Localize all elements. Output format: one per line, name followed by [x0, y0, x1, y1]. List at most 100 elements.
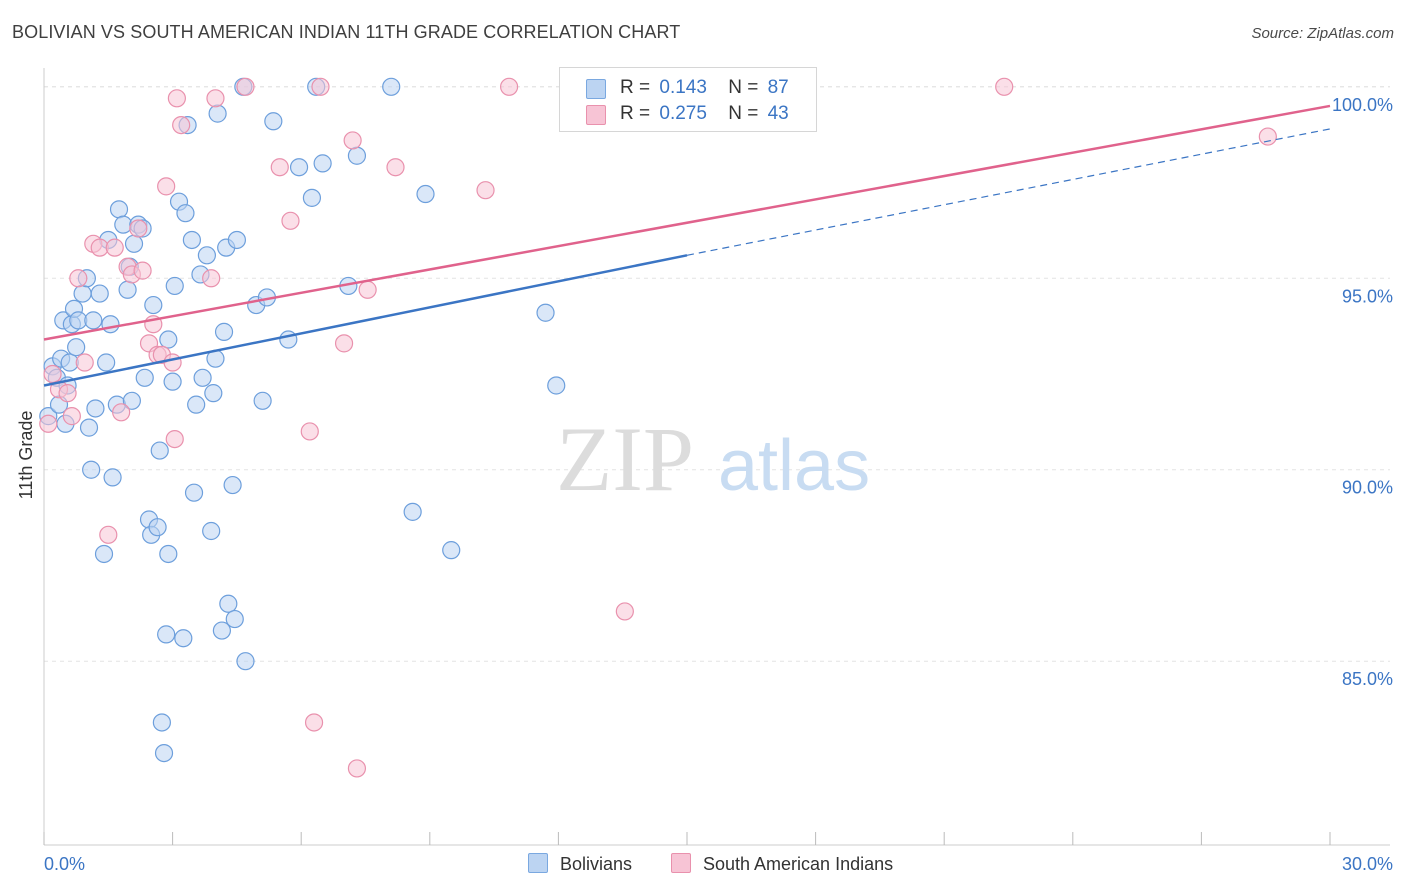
point-bolivians	[236, 652, 255, 671]
point-south-american-indians	[163, 353, 182, 372]
point-bolivians	[442, 541, 461, 560]
legend-swatch-bolivians	[586, 79, 606, 99]
point-bolivians	[347, 146, 367, 165]
point-bolivians	[124, 234, 144, 253]
point-bolivians	[313, 154, 332, 173]
point-bolivians	[219, 594, 238, 613]
legend-n-bolivians: 87	[767, 77, 789, 98]
legend-n-label: N =	[728, 103, 759, 124]
trend-line-south-american-indians	[43, 104, 1331, 341]
grid	[44, 86, 1390, 662]
x-tick-label-max: 30.0%	[1342, 854, 1393, 874]
trend-line-bolivians-extrapolated	[686, 128, 1331, 256]
point-south-american-indians	[236, 77, 255, 96]
point-bolivians	[157, 625, 176, 644]
point-bolivians	[159, 330, 178, 349]
watermark: ZIP atlas	[556, 408, 870, 510]
point-south-american-indians	[58, 384, 77, 403]
point-south-american-indians	[69, 269, 88, 288]
point-south-american-indians	[157, 177, 176, 196]
point-bolivians	[103, 468, 122, 487]
point-bolivians	[176, 204, 195, 223]
point-south-american-indians	[615, 602, 634, 621]
point-south-american-indians	[105, 238, 124, 257]
point-bolivians	[416, 184, 435, 204]
point-bolivians	[214, 322, 234, 341]
point-bolivians	[382, 77, 401, 96]
point-south-american-indians	[1258, 127, 1277, 146]
point-bolivians	[159, 544, 178, 564]
point-bolivians	[154, 743, 174, 763]
point-bolivians	[403, 502, 422, 521]
point-bolivians	[67, 338, 86, 357]
legend-n-south-american-indians: 43	[767, 103, 789, 124]
point-bolivians	[197, 246, 216, 265]
point-bolivians	[182, 230, 201, 250]
point-bolivians	[94, 544, 114, 564]
point-bolivians	[227, 230, 246, 250]
point-bolivians	[135, 368, 154, 387]
point-south-american-indians	[358, 280, 377, 299]
point-south-american-indians	[311, 77, 330, 96]
point-south-american-indians	[476, 181, 495, 200]
point-bolivians	[122, 391, 141, 410]
legend-r-label: R =	[620, 103, 651, 124]
point-south-american-indians	[386, 158, 405, 177]
point-south-american-indians	[202, 269, 221, 288]
y-tick-label: 90.0%	[1342, 478, 1393, 498]
point-bolivians	[84, 311, 103, 330]
point-bolivians	[82, 460, 101, 479]
point-south-american-indians	[304, 713, 324, 732]
source-label: Source: ZipAtlas.com	[1251, 25, 1394, 42]
data-points	[39, 77, 1277, 778]
point-bolivians	[184, 483, 204, 502]
point-south-american-indians	[75, 353, 94, 372]
bottom-legend-bolivians: Bolivians	[528, 853, 632, 875]
point-bolivians	[212, 621, 231, 640]
legend-n-label: N =	[728, 77, 759, 98]
point-south-american-indians	[39, 414, 58, 433]
point-bolivians	[73, 284, 92, 303]
y-tick-label: 95.0%	[1342, 286, 1393, 306]
point-bolivians	[536, 303, 555, 322]
point-bolivians	[79, 418, 99, 437]
legend: R = 0.143 N = 87 R = 0.275 N = 43	[559, 67, 817, 132]
point-bolivians	[289, 158, 309, 177]
point-south-american-indians	[112, 403, 131, 422]
point-south-american-indians	[129, 219, 148, 238]
trend-line-bolivians	[43, 254, 688, 387]
point-bolivians	[165, 276, 184, 296]
point-bolivians	[264, 112, 283, 131]
point-south-american-indians	[165, 429, 184, 449]
point-bolivians	[109, 200, 129, 219]
point-bolivians	[204, 384, 223, 403]
point-bolivians	[202, 521, 221, 541]
bottom-legend-label-bolivians: Bolivians	[560, 854, 633, 874]
legend-swatch-south-american-indians	[586, 105, 606, 125]
point-south-american-indians	[172, 115, 191, 135]
point-bolivians	[152, 713, 171, 732]
bottom-legend-label-south-american-indians: South American Indians	[703, 854, 894, 874]
point-bolivians	[86, 399, 105, 418]
point-south-american-indians	[167, 89, 186, 108]
point-bolivians	[118, 280, 137, 299]
point-bolivians	[253, 391, 272, 410]
y-tick-label: 85.0%	[1342, 669, 1393, 689]
point-south-american-indians	[43, 364, 62, 384]
point-south-american-indians	[133, 261, 152, 280]
point-bolivians	[187, 395, 206, 414]
x-tick-label-min: 0.0%	[44, 854, 85, 874]
y-axis-label: 11th Grade	[16, 411, 36, 500]
chart-title: BOLIVIAN VS SOUTH AMERICAN INDIAN 11TH G…	[12, 22, 681, 42]
point-bolivians	[193, 368, 212, 387]
y-tick-label: 100.0%	[1332, 95, 1393, 115]
tick-labels: 85.0% 90.0% 95.0% 100.0% 0.0% 30.0%	[44, 95, 1393, 874]
point-bolivians	[97, 353, 116, 372]
point-south-american-indians	[62, 407, 81, 426]
legend-r-south-american-indians: 0.275	[659, 103, 707, 124]
legend-r-label: R =	[620, 77, 651, 98]
trend-lines	[43, 104, 1331, 387]
watermark-atlas: atlas	[718, 426, 870, 506]
point-bolivians	[223, 475, 242, 495]
